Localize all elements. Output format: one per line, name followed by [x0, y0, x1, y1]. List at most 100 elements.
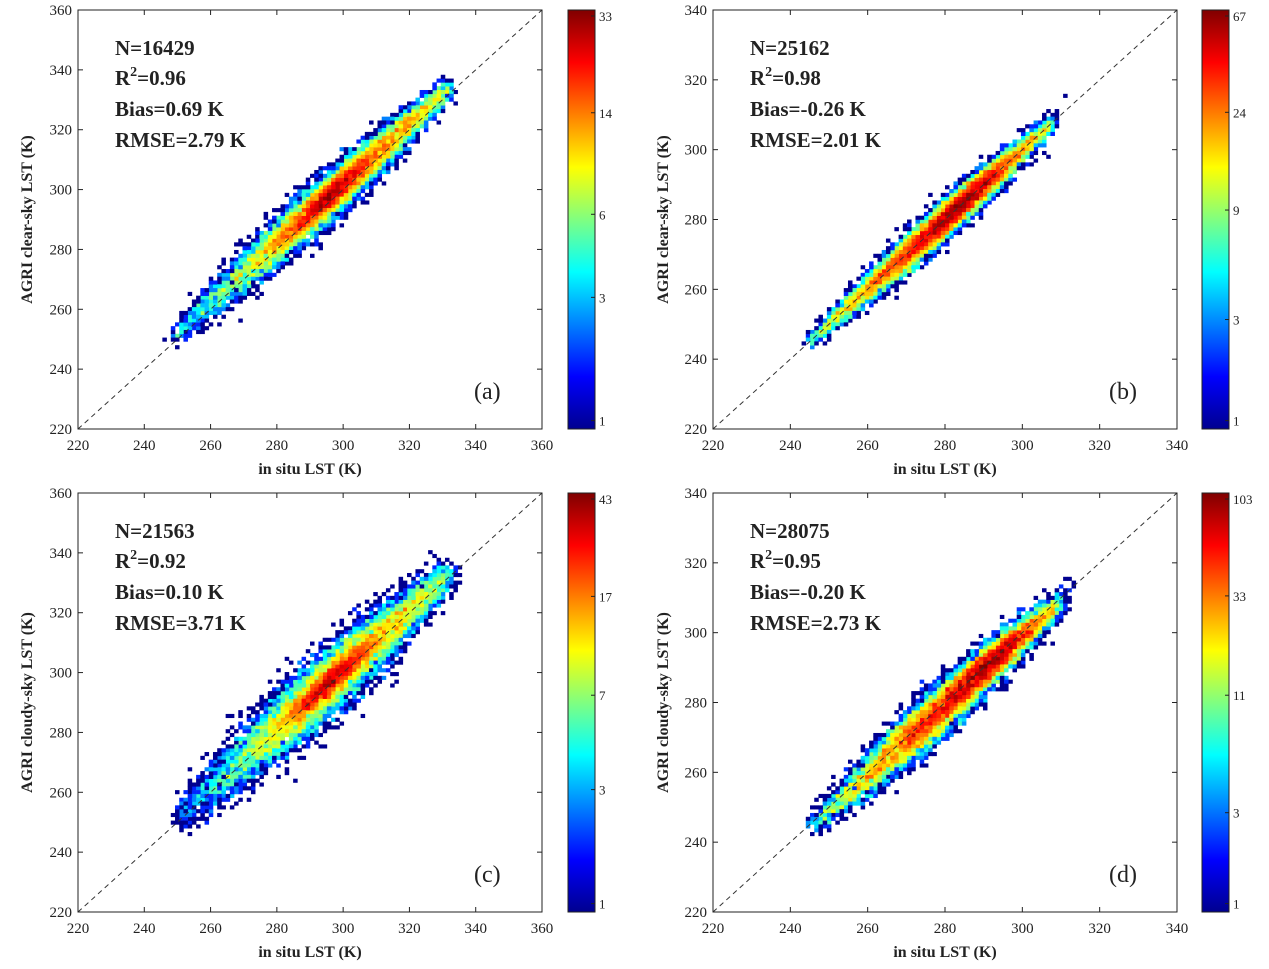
density-cell: [902, 238, 908, 243]
density-cell: [267, 234, 273, 239]
density-cell: [991, 166, 996, 171]
density-cell: [453, 565, 458, 570]
density-cell: [453, 584, 458, 589]
density-cell: [310, 196, 315, 201]
density-cell: [259, 774, 264, 779]
density-cell: [183, 318, 188, 323]
density-cell: [360, 645, 366, 650]
density-cell: [902, 725, 908, 730]
density-cell: [949, 717, 954, 722]
density-cell: [911, 706, 916, 711]
density-cell: [911, 740, 916, 745]
density-cell: [932, 238, 937, 243]
density-cell: [877, 755, 883, 760]
density-cell: [911, 261, 916, 266]
density-cell: [364, 131, 370, 136]
density-cell: [335, 645, 340, 650]
density-cell: [847, 805, 853, 810]
density-cell: [1050, 618, 1055, 623]
density-cell: [390, 683, 395, 688]
density-cell: [343, 166, 349, 171]
density-cell: [940, 215, 946, 220]
density-cell: [957, 687, 963, 692]
density-cell: [377, 173, 383, 178]
density-cell: [225, 295, 231, 300]
density-cell: [949, 189, 954, 194]
density-cell: [411, 109, 416, 114]
density-cell: [407, 128, 412, 133]
density-cell: [263, 725, 269, 730]
density-cell: [1042, 630, 1047, 635]
density-cell: [949, 732, 954, 738]
density-cell: [385, 120, 391, 125]
density-cell: [360, 664, 366, 669]
density-cell: [259, 748, 264, 753]
density-cell: [843, 786, 849, 791]
density-cell: [818, 793, 823, 799]
density-cell: [175, 790, 180, 795]
density-cell: [339, 181, 345, 186]
density-cell: [869, 752, 874, 757]
density-cell: [318, 732, 323, 738]
axes-frame: [77, 9, 543, 430]
density-cell: [1042, 120, 1047, 125]
density-cell: [183, 801, 188, 806]
density-cell: [932, 752, 937, 757]
density-cell: [280, 698, 285, 703]
density-cell: [297, 204, 302, 209]
density-cell: [974, 166, 980, 171]
density-cell: [335, 637, 340, 642]
density-cell: [915, 223, 920, 228]
density-cell: [369, 633, 374, 639]
density-cell: [310, 192, 315, 197]
density-cell: [347, 633, 353, 639]
density-cell: [284, 694, 290, 699]
density-cell: [835, 322, 840, 327]
density-cell: [191, 801, 197, 806]
density-cell: [242, 253, 248, 258]
density-cell: [318, 702, 323, 707]
density-cell: [377, 143, 383, 148]
density-cell: [940, 736, 946, 741]
density-cell: [852, 812, 857, 818]
density-cell: [423, 599, 429, 604]
density-cell: [343, 154, 349, 159]
density-cell: [1020, 150, 1026, 156]
density-cell: [398, 112, 404, 117]
density-cell: [326, 706, 332, 711]
density-cell: [907, 253, 912, 258]
density-cell: [293, 246, 298, 251]
density-cell: [894, 257, 899, 262]
density-cell: [385, 599, 391, 604]
density-cell: [267, 253, 273, 258]
density-cell: [318, 698, 323, 703]
density-cell: [936, 246, 942, 251]
density-cell: [890, 242, 895, 247]
density-cell: [208, 809, 214, 814]
density-cell: [1008, 633, 1013, 639]
density-cell: [301, 672, 307, 677]
density-cell: [318, 192, 323, 197]
density-cell: [873, 767, 878, 772]
x-tick-label: 220: [67, 438, 90, 454]
density-cell: [310, 721, 315, 726]
density-cell: [423, 607, 429, 612]
density-cell: [263, 729, 269, 734]
density-cell: [217, 752, 222, 757]
density-cell: [377, 622, 383, 627]
density-cell: [381, 630, 387, 635]
density-cell: [1054, 124, 1060, 129]
density-cell: [272, 759, 277, 764]
density-cell: [1029, 611, 1034, 616]
y-tick-label: 240: [685, 352, 708, 368]
density-cell: [272, 717, 277, 722]
density-cell: [314, 211, 319, 216]
density-cell: [331, 185, 336, 190]
density-cell: [272, 740, 277, 745]
density-cell: [352, 169, 357, 175]
density-cell: [385, 660, 391, 665]
density-cell: [885, 748, 891, 753]
density-cell: [217, 801, 222, 806]
density-cell: [250, 721, 256, 726]
